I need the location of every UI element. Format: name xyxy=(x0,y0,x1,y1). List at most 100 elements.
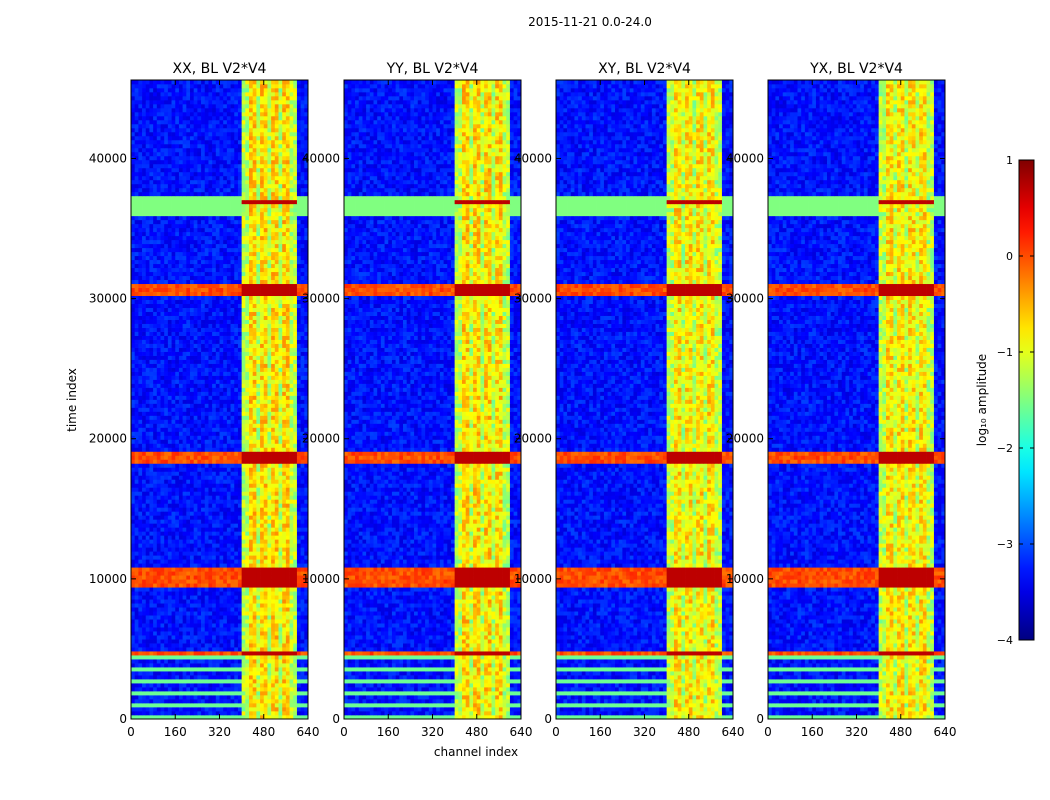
heatmap-cell xyxy=(249,403,254,408)
heatmap-cell xyxy=(215,679,220,684)
heatmap-cell xyxy=(142,411,147,416)
heatmap-cell xyxy=(278,579,283,584)
heatmap-cell xyxy=(156,467,161,472)
heatmap-cell xyxy=(153,507,158,512)
heatmap-cell xyxy=(190,511,195,516)
heatmap-cell xyxy=(285,619,290,624)
heatmap-cell xyxy=(201,415,206,420)
heatmap-cell xyxy=(252,683,257,688)
heatmap-cell xyxy=(234,367,239,372)
heatmap-cell xyxy=(178,555,183,560)
heatmap-cell xyxy=(160,679,165,684)
heatmap-cell xyxy=(164,347,169,352)
heatmap-cell xyxy=(293,607,298,612)
heatmap-cell xyxy=(226,663,231,668)
heatmap-cell xyxy=(131,339,136,344)
heatmap-cell xyxy=(178,691,183,696)
heatmap-cell xyxy=(271,475,276,480)
heatmap-cell xyxy=(245,543,250,548)
heatmap-cell xyxy=(234,371,239,376)
heatmap-cell xyxy=(201,451,206,456)
heatmap-cell xyxy=(171,319,176,324)
heatmap-cell xyxy=(212,647,217,652)
heatmap-cell xyxy=(241,411,246,416)
heatmap-cell xyxy=(260,651,265,656)
heatmap-cell xyxy=(282,647,287,652)
heatmap-cell xyxy=(263,543,268,548)
heatmap-cell xyxy=(245,459,250,464)
heatmap-cell xyxy=(278,527,283,532)
heatmap-cell xyxy=(285,435,290,440)
heatmap-cell xyxy=(171,515,176,520)
heatmap-cell xyxy=(289,679,294,684)
heatmap-cell xyxy=(249,307,254,312)
heatmap-cell xyxy=(252,635,257,640)
heatmap-cell xyxy=(285,395,290,400)
heatmap-cell xyxy=(197,323,202,328)
heatmap-cell xyxy=(201,327,206,332)
heatmap-cell xyxy=(293,423,298,428)
heatmap-cell xyxy=(142,363,147,368)
heatmap-cell xyxy=(241,339,246,344)
heatmap-cell xyxy=(296,655,301,660)
heatmap-cell xyxy=(267,687,272,692)
heatmap-cell xyxy=(256,463,261,468)
heatmap-cell xyxy=(186,675,191,680)
heatmap-cell xyxy=(252,383,257,388)
heatmap-cell xyxy=(178,607,183,612)
heatmap-cell xyxy=(263,307,268,312)
heatmap-cell xyxy=(178,443,183,448)
heatmap-cell xyxy=(300,459,305,464)
heatmap-cell xyxy=(223,667,228,672)
heatmap-cell xyxy=(241,643,246,648)
heatmap-cell xyxy=(160,351,165,356)
heatmap-cell xyxy=(208,591,213,596)
heatmap-cell xyxy=(282,315,287,320)
heatmap-cell xyxy=(134,303,139,308)
heatmap-cell xyxy=(260,403,265,408)
heatmap-cell xyxy=(274,567,279,572)
heatmap-cell xyxy=(215,379,220,384)
heatmap-cell xyxy=(175,627,180,632)
heatmap-cell xyxy=(289,547,294,552)
heatmap-cell xyxy=(138,347,143,352)
heatmap-cell xyxy=(289,423,294,428)
heatmap-cell xyxy=(208,715,213,720)
heatmap-cell xyxy=(237,391,242,396)
heatmap-cell xyxy=(153,331,158,336)
heatmap-cell xyxy=(164,611,169,616)
heatmap-cell xyxy=(267,311,272,316)
heatmap-cell xyxy=(212,587,217,592)
heatmap-cell xyxy=(212,339,217,344)
heatmap-cell xyxy=(282,711,287,716)
heatmap-cell xyxy=(267,627,272,632)
heatmap-cell xyxy=(274,563,279,568)
heatmap-cell xyxy=(278,347,283,352)
heatmap-cell xyxy=(278,655,283,660)
heatmap-cell xyxy=(145,355,150,360)
heatmap-cell xyxy=(215,687,220,692)
heatmap-cell xyxy=(142,415,147,420)
heatmap-cell xyxy=(267,427,272,432)
heatmap-cell xyxy=(134,339,139,344)
heatmap-cell xyxy=(186,375,191,380)
heatmap-cell xyxy=(219,603,224,608)
heatmap-cell xyxy=(274,559,279,564)
heatmap-cell xyxy=(175,575,180,580)
heatmap-cell xyxy=(197,559,202,564)
heatmap-cell xyxy=(145,639,150,644)
heatmap-cell xyxy=(234,447,239,452)
heatmap-cell xyxy=(241,495,246,500)
heatmap-cell xyxy=(182,687,187,692)
heatmap-cell xyxy=(164,615,169,620)
heatmap-cell xyxy=(193,643,198,648)
heatmap-cell xyxy=(197,587,202,592)
heatmap-cell xyxy=(149,323,154,328)
heatmap-cell xyxy=(300,647,305,652)
heatmap-cell xyxy=(263,675,268,680)
heatmap-cell xyxy=(131,595,136,600)
heatmap-cell xyxy=(271,691,276,696)
heatmap-cell xyxy=(278,383,283,388)
heatmap-cell xyxy=(223,431,228,436)
heatmap-cell xyxy=(289,671,294,676)
